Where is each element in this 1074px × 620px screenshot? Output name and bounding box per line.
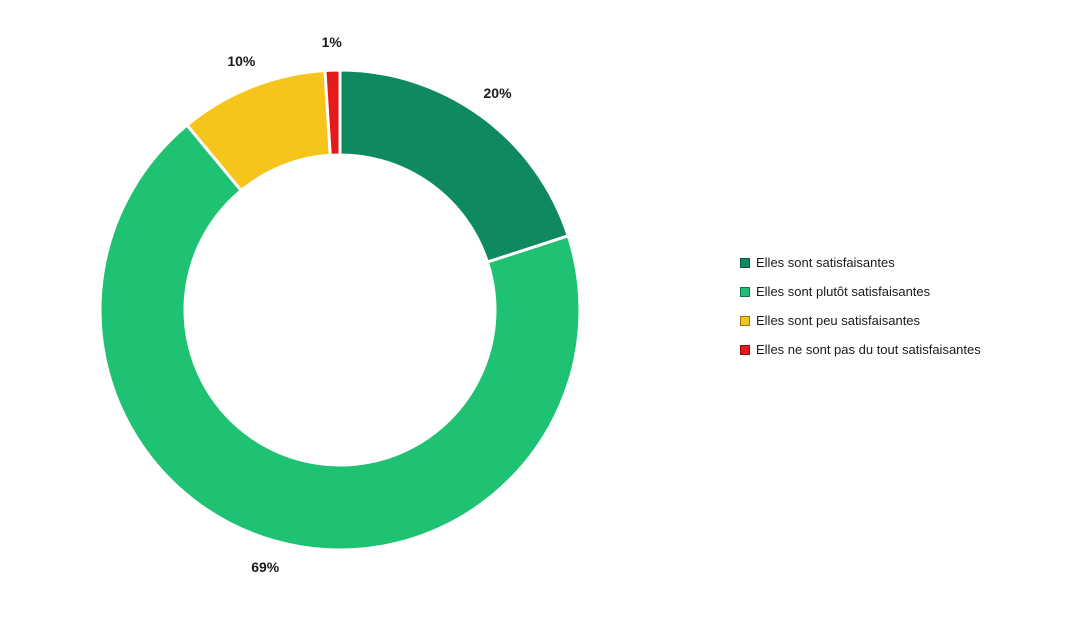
legend-swatch xyxy=(740,287,750,297)
chart-stage: 20%69%10%1% Elles sont satisfaisantesEll… xyxy=(0,0,1074,620)
data-label: 10% xyxy=(227,53,255,69)
legend-swatch xyxy=(740,316,750,326)
legend-item: Elles ne sont pas du tout satisfaisantes xyxy=(740,342,981,357)
donut-slice xyxy=(340,70,568,262)
legend-item: Elles sont peu satisfaisantes xyxy=(740,313,981,328)
legend-swatch xyxy=(740,258,750,268)
legend-label: Elles sont plutôt satisfaisantes xyxy=(756,284,930,299)
data-label: 1% xyxy=(322,34,342,50)
legend-label: Elles ne sont pas du tout satisfaisantes xyxy=(756,342,981,357)
data-label: 20% xyxy=(484,85,512,101)
data-label: 69% xyxy=(251,559,279,575)
legend-item: Elles sont satisfaisantes xyxy=(740,255,981,270)
legend-label: Elles sont satisfaisantes xyxy=(756,255,895,270)
legend: Elles sont satisfaisantes Elles sont plut… xyxy=(740,255,981,357)
legend-label: Elles sont peu satisfaisantes xyxy=(756,313,920,328)
legend-swatch xyxy=(740,345,750,355)
legend-item: Elles sont plutôt satisfaisantes xyxy=(740,284,981,299)
